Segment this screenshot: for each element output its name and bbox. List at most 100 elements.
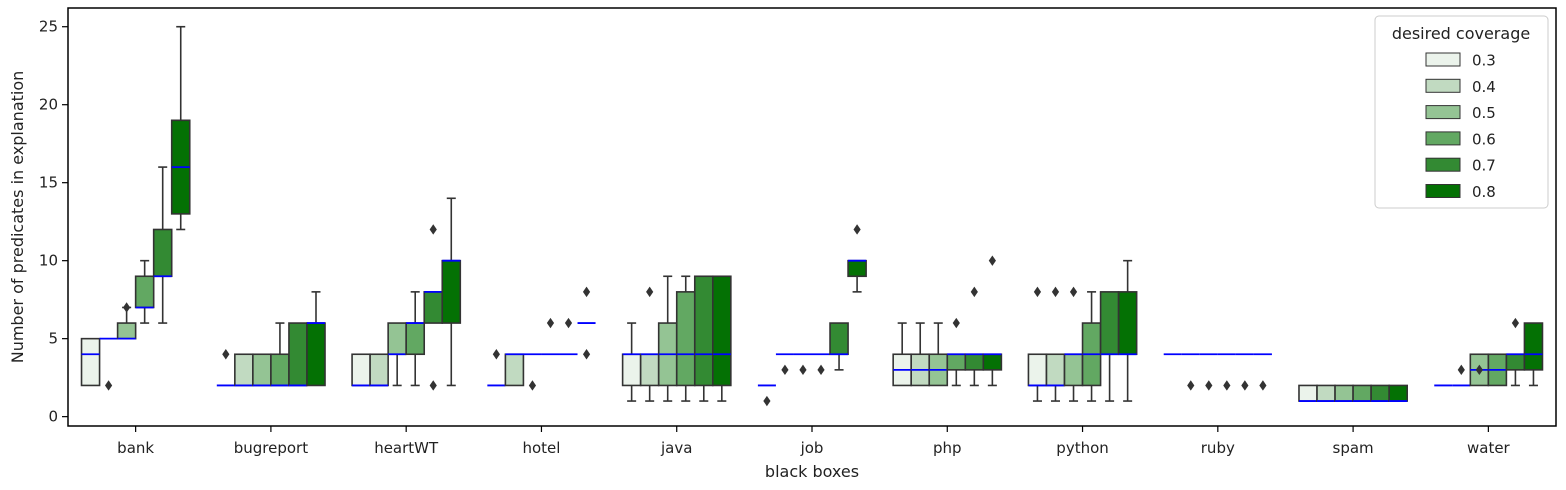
- outlier-point: [546, 317, 555, 329]
- x-tick-label: spam: [1333, 439, 1374, 457]
- box-body: [621, 353, 642, 387]
- box-php-0.8: [982, 255, 1003, 387]
- box-bank-0.8: [170, 25, 191, 231]
- box-python-0.4: [1045, 286, 1066, 402]
- x-tick-label: heartWT: [374, 439, 439, 457]
- box-body: [1334, 384, 1354, 402]
- outlier-point: [853, 224, 861, 235]
- box-body: [1388, 384, 1409, 402]
- legend: desired coverage 0.3 0.4 0.5 0.6 0.7 0.8: [1374, 15, 1549, 209]
- box-body: [80, 337, 101, 387]
- x-tick-label: php: [933, 439, 962, 457]
- outlier-point: [817, 364, 825, 376]
- box-water-0.5: [1469, 353, 1490, 387]
- box-bugreport-0.4: [234, 353, 254, 387]
- box-body: [639, 353, 660, 387]
- box-bank-0.6: [134, 259, 155, 324]
- box-body: [711, 275, 732, 387]
- box-java-0.8: [711, 275, 732, 402]
- x-axis: bank bugreport heartWT hotel java job php pytho…: [117, 426, 1511, 457]
- box-heartWT-0.6: [405, 291, 426, 387]
- box-job-0.8: [847, 224, 867, 293]
- box-ruby-0.7: [1235, 353, 1254, 391]
- box-python-0.5: [1063, 286, 1084, 402]
- x-tick-label: ruby: [1201, 439, 1235, 457]
- box-python-0.6: [1081, 291, 1102, 402]
- outlier-point: [1187, 380, 1195, 391]
- box-hotel-0.5: [523, 353, 542, 391]
- box-body: [1505, 353, 1526, 371]
- box-job-0.3: [757, 384, 776, 407]
- box-heartWT-0.8: [441, 197, 462, 387]
- outlier-point: [492, 349, 500, 360]
- outlier-point: [104, 380, 113, 391]
- box-heartWT-0.5: [387, 322, 407, 387]
- x-tick-label: hotel: [522, 439, 560, 457]
- box-hotel-0.3: [487, 349, 506, 387]
- box-body: [504, 353, 525, 387]
- x-axis-label: black boxes: [765, 462, 859, 481]
- box-bugreport-0.8: [306, 291, 326, 387]
- legend-swatch: [1425, 131, 1461, 146]
- box-php-0.5: [928, 322, 949, 387]
- outlier-point: [1051, 286, 1060, 298]
- box-java-0.4: [639, 286, 660, 402]
- box-body: [423, 291, 444, 324]
- x-tick-label: job: [800, 439, 824, 457]
- outlier-point: [988, 255, 996, 266]
- outlier-point: [1475, 364, 1483, 376]
- box-ruby-0.5: [1199, 353, 1218, 391]
- outlier-point: [1069, 286, 1078, 298]
- box-java-0.7: [693, 275, 714, 402]
- box-job-0.6: [812, 353, 831, 376]
- box-hotel-0.7: [559, 317, 578, 356]
- y-tick-label: 25: [39, 18, 58, 36]
- outlier-point: [1457, 364, 1465, 376]
- outlier-point: [781, 364, 789, 376]
- y-tick-label: 10: [39, 252, 58, 270]
- legend-label: 0.5: [1472, 104, 1496, 122]
- box-body: [288, 322, 308, 387]
- box-water-0.7: [1505, 317, 1526, 387]
- legend-title: desired coverage: [1392, 24, 1530, 43]
- outlier-point: [1033, 286, 1042, 298]
- box-body: [693, 275, 714, 387]
- outlier-point: [222, 349, 230, 360]
- box-php-0.4: [910, 322, 931, 387]
- outlier-point: [1511, 317, 1520, 329]
- outlier-point: [1223, 380, 1231, 391]
- x-tick-label: bank: [117, 439, 154, 457]
- outlier-point: [799, 364, 807, 376]
- box-body: [369, 353, 389, 387]
- legend-swatch: [1425, 78, 1461, 93]
- box-bank-0.7: [152, 166, 173, 324]
- box-body: [1027, 353, 1048, 387]
- box-body: [152, 228, 173, 278]
- box-spam-0.4: [1316, 384, 1336, 402]
- box-body: [387, 322, 407, 356]
- box-body: [405, 322, 426, 356]
- box-body: [1316, 384, 1336, 402]
- legend-swatch: [1425, 157, 1461, 172]
- outlier-point: [582, 286, 591, 298]
- box-body: [1117, 291, 1138, 356]
- box-bugreport-0.6: [270, 322, 290, 387]
- box-python-0.3: [1027, 286, 1048, 402]
- box-water-0.6: [1487, 353, 1508, 387]
- outlier-point: [1259, 380, 1267, 391]
- box-bank-0.3: [80, 337, 101, 387]
- box-body: [1099, 291, 1120, 356]
- box-spam-0.6: [1352, 384, 1372, 402]
- box-body: [1370, 384, 1390, 402]
- box-body: [1045, 353, 1066, 387]
- box-php-0.6: [946, 317, 967, 387]
- box-body: [964, 353, 985, 371]
- box-heartWT-0.3: [351, 353, 371, 387]
- y-tick-label: 15: [39, 174, 58, 192]
- box-body: [134, 275, 155, 309]
- box-body: [234, 353, 254, 387]
- box-body: [116, 322, 137, 340]
- box-body: [441, 259, 462, 324]
- plot-area: [80, 25, 1544, 407]
